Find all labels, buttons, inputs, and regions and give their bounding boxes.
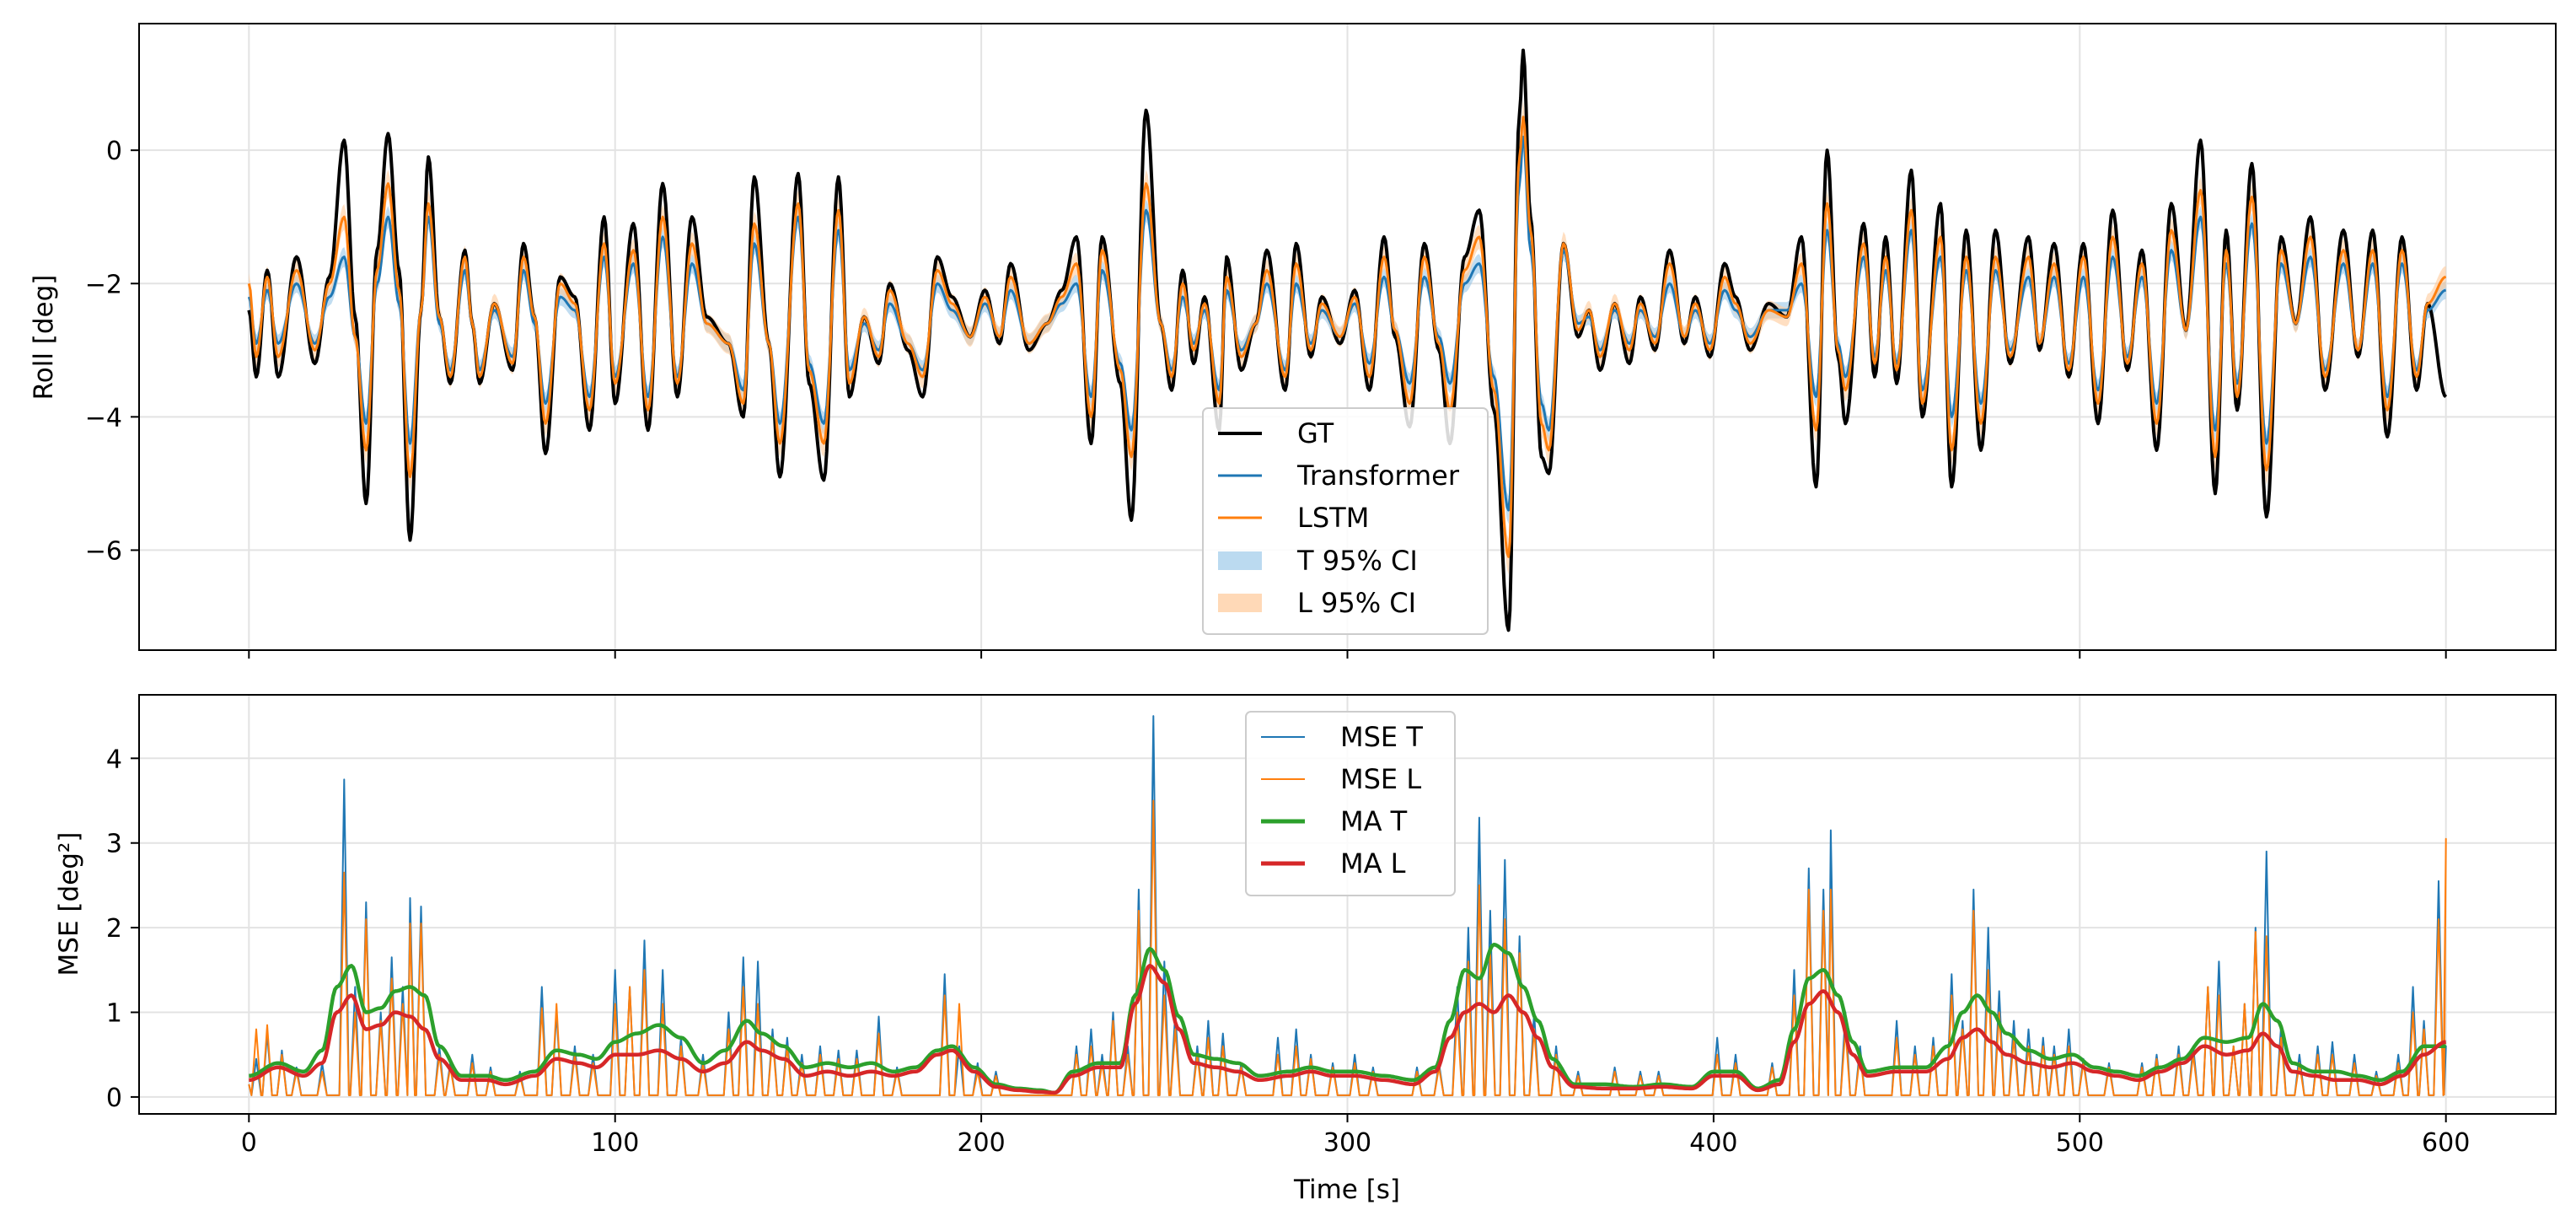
- roll-y-axis-label: Roll [deg]: [29, 275, 59, 401]
- x-tick-label: 600: [2422, 1128, 2470, 1158]
- legend-l-ci-swatch: [1218, 594, 1262, 612]
- lstm-line: [247, 116, 2447, 558]
- legend-t-ci-swatch: [1218, 551, 1262, 570]
- roll-ticks: −6 −4 −2 0: [85, 137, 2447, 659]
- legend-transformer-label: Transformer: [1296, 460, 1460, 492]
- mse-legend: MSE T MSE L MA T MA L: [1245, 711, 1456, 896]
- roll-y-tick-label: −2: [85, 270, 122, 299]
- mse-l-line: [248, 799, 2447, 1096]
- roll-y-tick-label: −4: [85, 403, 122, 433]
- legend-gt-label: GT: [1297, 417, 1334, 449]
- roll-panel: −6 −4 −2 0 Roll [deg] GT Transformer LSTM T…: [29, 23, 2557, 659]
- x-tick-label: 300: [1323, 1128, 1371, 1158]
- roll-lines: [247, 48, 2448, 632]
- x-axis-label: Time [s]: [1293, 1175, 1400, 1205]
- roll-y-tick-label: 0: [106, 137, 122, 166]
- x-tick-label: 200: [957, 1128, 1005, 1158]
- roll-legend-box: [1202, 407, 1489, 635]
- mse-y-tick-label: 3: [106, 830, 122, 859]
- mse-y-tick-label: 1: [106, 999, 122, 1029]
- mse-panel: 0 100 200 300 400 500 600 0 1 2 3 4 MSE [deg²] Time…: [54, 694, 2557, 1205]
- x-tick-label: 0: [241, 1128, 257, 1158]
- legend-l-ci-label: L 95% CI: [1297, 587, 1416, 619]
- legend-lstm-label: LSTM: [1297, 502, 1369, 534]
- ma-l-line: [249, 964, 2446, 1095]
- mse-y-tick-label: 4: [106, 745, 122, 774]
- mse-y-axis-label: MSE [deg²]: [54, 832, 84, 976]
- x-tick-label: 500: [2056, 1128, 2104, 1158]
- mse-y-tick-label: 2: [106, 914, 122, 944]
- legend-mse-t-label: MSE T: [1340, 721, 1423, 753]
- legend-ma-l-label: MA L: [1340, 847, 1406, 879]
- roll-legend: GT Transformer LSTM T 95% CI L 95% CI: [1202, 407, 1489, 635]
- x-tick-label: 400: [1689, 1128, 1737, 1158]
- mse-lines: [248, 715, 2447, 1096]
- legend-t-ci-label: T 95% CI: [1296, 545, 1418, 577]
- ma-t-line: [249, 942, 2446, 1095]
- x-tick-label: 100: [591, 1128, 639, 1158]
- mse-legend-box: [1245, 711, 1456, 896]
- legend-ma-t-label: MA T: [1340, 805, 1408, 837]
- roll-y-tick-label: −6: [85, 536, 122, 566]
- mse-y-tick-label: 0: [106, 1084, 122, 1113]
- legend-mse-l-label: MSE L: [1340, 763, 1421, 795]
- mse-ticks: 0 100 200 300 400 500 600 0 1 2 3 4: [106, 745, 2470, 1158]
